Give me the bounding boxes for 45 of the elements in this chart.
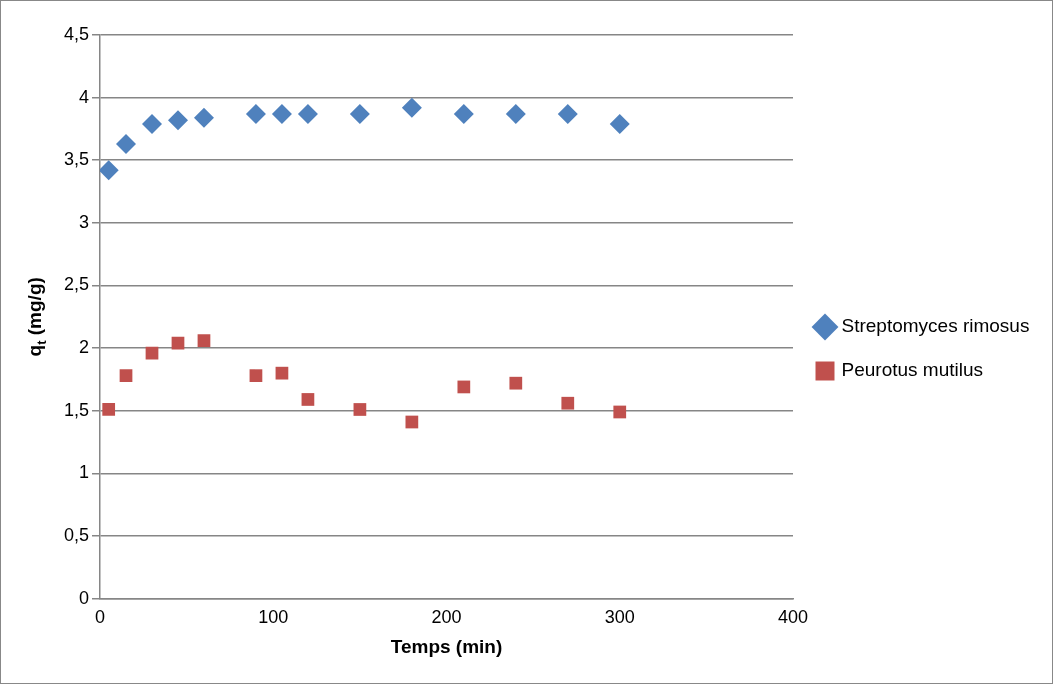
point bbox=[505, 103, 526, 124]
point bbox=[119, 369, 133, 383]
point bbox=[509, 376, 523, 390]
y-tick-label: 4,5 bbox=[63, 23, 90, 44]
point bbox=[349, 103, 370, 124]
y-tick-label: 2,5 bbox=[63, 274, 90, 295]
point bbox=[353, 403, 367, 416]
point bbox=[249, 369, 263, 383]
x-axis-title: Temps (min) bbox=[390, 635, 503, 657]
point bbox=[561, 396, 575, 410]
y-tick-label: 3,5 bbox=[63, 149, 90, 170]
point bbox=[167, 110, 188, 131]
y-tick-label: 3 bbox=[79, 211, 90, 232]
y-tick-label: 0,5 bbox=[63, 524, 90, 545]
y-tick-label: 0 bbox=[79, 587, 90, 608]
legend-label: Streptomyces rimosus bbox=[841, 315, 1030, 337]
point bbox=[557, 103, 578, 124]
point bbox=[609, 113, 630, 134]
point bbox=[301, 393, 315, 406]
point bbox=[275, 366, 289, 380]
point bbox=[100, 160, 119, 181]
point bbox=[197, 334, 211, 347]
y-tick-label: 4 bbox=[79, 86, 90, 107]
point bbox=[405, 415, 419, 429]
point bbox=[193, 107, 214, 128]
point bbox=[401, 97, 422, 118]
x-tick-label: 400 bbox=[777, 607, 809, 628]
point bbox=[457, 380, 471, 394]
y-tick-label: 1 bbox=[79, 462, 90, 483]
point bbox=[142, 113, 162, 134]
x-tick-label: 0 bbox=[95, 607, 106, 628]
point bbox=[297, 103, 318, 124]
x-tick-label: 200 bbox=[431, 607, 462, 628]
point bbox=[102, 403, 116, 416]
point bbox=[116, 133, 137, 154]
y-axis-title: qt (mg/g) bbox=[24, 277, 49, 357]
point bbox=[613, 405, 627, 419]
y-tick-label: 2 bbox=[79, 337, 90, 358]
point bbox=[245, 103, 266, 124]
y-tick-label: 1,5 bbox=[63, 399, 90, 420]
point bbox=[453, 103, 474, 124]
x-tick-label: 100 bbox=[258, 607, 289, 628]
x-tick-label: 300 bbox=[604, 607, 635, 628]
point bbox=[271, 103, 292, 124]
legend-label: Peurotus mutilus bbox=[841, 359, 984, 381]
